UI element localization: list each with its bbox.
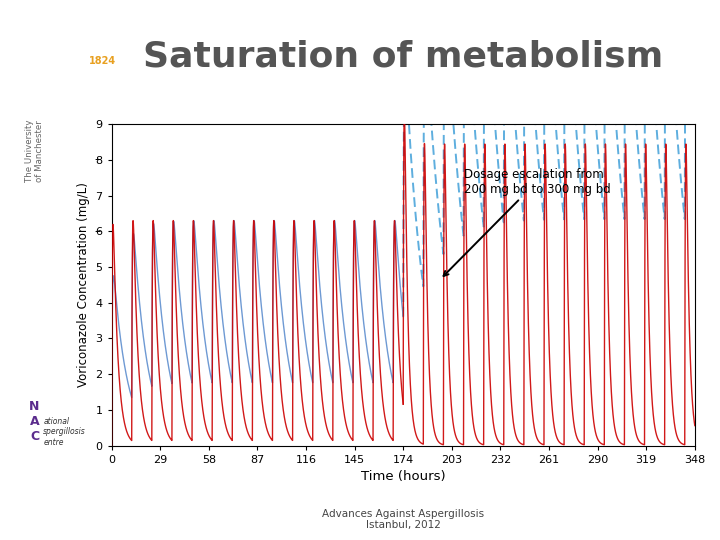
Text: N
A
C: N A C xyxy=(30,400,40,443)
Text: Advances Against Aspergillosis
Istanbul, 2012: Advances Against Aspergillosis Istanbul,… xyxy=(322,509,485,530)
Text: Saturation of metabolism: Saturation of metabolism xyxy=(143,40,663,73)
Text: Dosage escalation from
200 mg bd to 300 mg bd: Dosage escalation from 200 mg bd to 300 … xyxy=(444,167,611,276)
Text: MANCHEsTER: MANCHEsTER xyxy=(63,32,142,42)
Text: –: – xyxy=(94,225,100,238)
Text: –: – xyxy=(94,153,100,166)
Text: The University
of Manchester: The University of Manchester xyxy=(25,120,44,183)
Text: 1824: 1824 xyxy=(89,56,116,66)
Y-axis label: Voriconazole Concentration (mg/L): Voriconazole Concentration (mg/L) xyxy=(77,183,90,387)
X-axis label: Time (hours): Time (hours) xyxy=(361,470,446,483)
Text: ational
spergillosis
entre: ational spergillosis entre xyxy=(43,417,86,447)
